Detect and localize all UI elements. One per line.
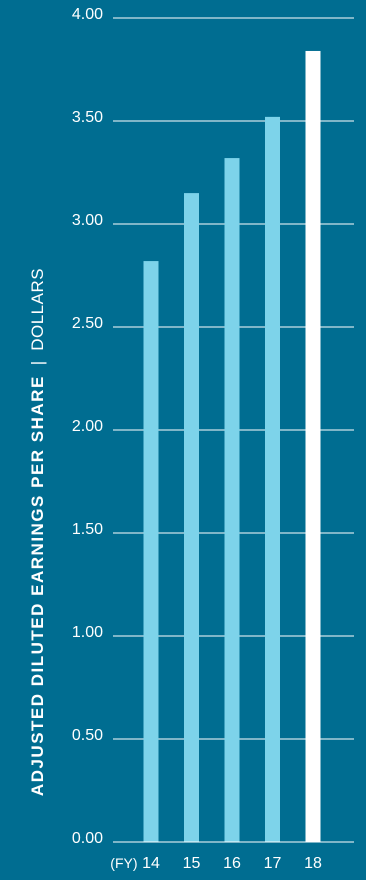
bar	[224, 158, 240, 842]
bar	[305, 50, 321, 842]
bar	[184, 193, 199, 843]
y-tick-label: 1.00	[72, 624, 103, 641]
y-tick-label: 0.50	[72, 727, 103, 744]
x-axis-prefix: (FY)	[110, 855, 137, 871]
x-tick-label: 15	[183, 855, 201, 872]
y-axis-title: ADJUSTED DILUTED EARNINGS PER SHARE	[28, 375, 47, 797]
y-tick-label: 3.50	[72, 109, 103, 126]
y-tick-label: 4.00	[72, 6, 103, 23]
y-tick-label: 2.50	[72, 315, 103, 332]
x-tick-label: 16	[223, 855, 241, 872]
y-tick-label: 3.00	[72, 212, 103, 229]
bar	[265, 116, 280, 842]
y-tick-label: 1.50	[72, 521, 103, 538]
y-tick-label: 2.00	[72, 418, 103, 435]
y-axis-label: ADJUSTED DILUTED EARNINGS PER SHARE | DOLL…	[28, 268, 48, 796]
y-tick-label: 0.00	[72, 830, 103, 847]
bar	[143, 261, 159, 843]
y-axis-separator: |	[28, 360, 47, 366]
x-tick-label: 18	[304, 855, 322, 872]
y-axis-unit: DOLLARS	[28, 267, 47, 351]
x-tick-label: 14	[142, 855, 160, 872]
x-tick-label: 17	[264, 855, 282, 872]
